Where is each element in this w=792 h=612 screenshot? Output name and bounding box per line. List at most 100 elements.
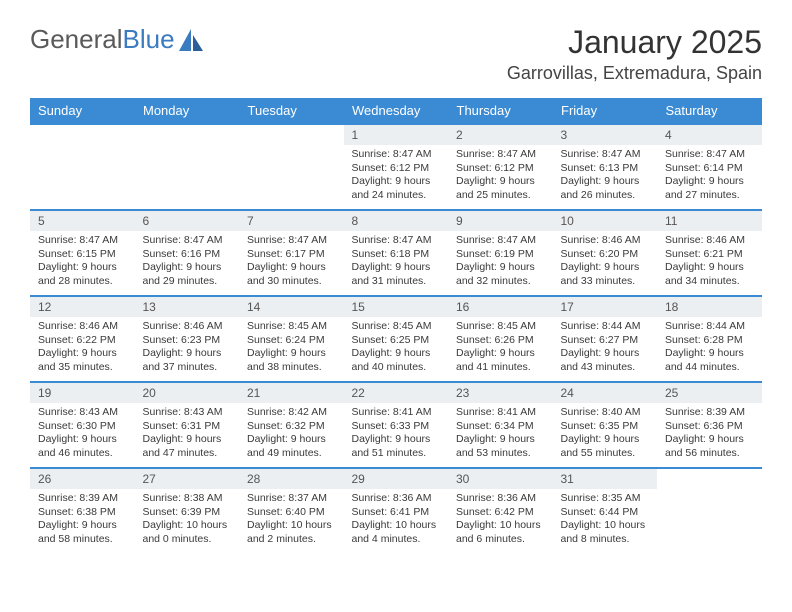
- calendar-day: 9Sunrise: 8:47 AM Sunset: 6:19 PM Daylig…: [448, 210, 553, 296]
- day-number: 9: [448, 211, 553, 231]
- calendar-day: 4Sunrise: 8:47 AM Sunset: 6:14 PM Daylig…: [657, 124, 762, 210]
- calendar-day: 25Sunrise: 8:39 AM Sunset: 6:36 PM Dayli…: [657, 382, 762, 468]
- day-number: 17: [553, 297, 658, 317]
- calendar-table: SundayMondayTuesdayWednesdayThursdayFrid…: [30, 98, 762, 554]
- day-details: Sunrise: 8:47 AM Sunset: 6:15 PM Dayligh…: [30, 231, 135, 295]
- day-number: 13: [135, 297, 240, 317]
- day-number: 27: [135, 469, 240, 489]
- weekday-header: Wednesday: [344, 98, 449, 124]
- calendar-day: 21Sunrise: 8:42 AM Sunset: 6:32 PM Dayli…: [239, 382, 344, 468]
- calendar-head: SundayMondayTuesdayWednesdayThursdayFrid…: [30, 98, 762, 124]
- day-number: 4: [657, 125, 762, 145]
- calendar-day: ..: [30, 124, 135, 210]
- day-details: Sunrise: 8:46 AM Sunset: 6:22 PM Dayligh…: [30, 317, 135, 381]
- day-details: Sunrise: 8:36 AM Sunset: 6:42 PM Dayligh…: [448, 489, 553, 553]
- day-number: 21: [239, 383, 344, 403]
- day-number: 12: [30, 297, 135, 317]
- day-details: Sunrise: 8:47 AM Sunset: 6:18 PM Dayligh…: [344, 231, 449, 295]
- calendar-day: 26Sunrise: 8:39 AM Sunset: 6:38 PM Dayli…: [30, 468, 135, 554]
- weekday-header: Sunday: [30, 98, 135, 124]
- calendar-day: 29Sunrise: 8:36 AM Sunset: 6:41 PM Dayli…: [344, 468, 449, 554]
- calendar-day: ..: [135, 124, 240, 210]
- calendar-day: 3Sunrise: 8:47 AM Sunset: 6:13 PM Daylig…: [553, 124, 658, 210]
- calendar-day: 31Sunrise: 8:35 AM Sunset: 6:44 PM Dayli…: [553, 468, 658, 554]
- day-details: Sunrise: 8:45 AM Sunset: 6:24 PM Dayligh…: [239, 317, 344, 381]
- calendar-day: 19Sunrise: 8:43 AM Sunset: 6:30 PM Dayli…: [30, 382, 135, 468]
- logo: GeneralBlue: [30, 24, 205, 55]
- day-number: 5: [30, 211, 135, 231]
- calendar-day: 1Sunrise: 8:47 AM Sunset: 6:12 PM Daylig…: [344, 124, 449, 210]
- day-details: Sunrise: 8:44 AM Sunset: 6:28 PM Dayligh…: [657, 317, 762, 381]
- day-details: Sunrise: 8:41 AM Sunset: 6:33 PM Dayligh…: [344, 403, 449, 467]
- day-details: Sunrise: 8:45 AM Sunset: 6:26 PM Dayligh…: [448, 317, 553, 381]
- day-details: Sunrise: 8:47 AM Sunset: 6:19 PM Dayligh…: [448, 231, 553, 295]
- day-number: 23: [448, 383, 553, 403]
- day-details: Sunrise: 8:43 AM Sunset: 6:30 PM Dayligh…: [30, 403, 135, 467]
- day-number: 7: [239, 211, 344, 231]
- calendar-day: 28Sunrise: 8:37 AM Sunset: 6:40 PM Dayli…: [239, 468, 344, 554]
- month-title: January 2025: [507, 24, 762, 61]
- logo-sail-icon: [179, 29, 205, 51]
- day-details: Sunrise: 8:46 AM Sunset: 6:21 PM Dayligh…: [657, 231, 762, 295]
- day-number: 15: [344, 297, 449, 317]
- day-details: Sunrise: 8:47 AM Sunset: 6:12 PM Dayligh…: [448, 145, 553, 209]
- day-number: 31: [553, 469, 658, 489]
- day-number: 14: [239, 297, 344, 317]
- calendar-day: 15Sunrise: 8:45 AM Sunset: 6:25 PM Dayli…: [344, 296, 449, 382]
- calendar-day: 2Sunrise: 8:47 AM Sunset: 6:12 PM Daylig…: [448, 124, 553, 210]
- day-details: Sunrise: 8:46 AM Sunset: 6:23 PM Dayligh…: [135, 317, 240, 381]
- day-details: Sunrise: 8:46 AM Sunset: 6:20 PM Dayligh…: [553, 231, 658, 295]
- day-details: Sunrise: 8:39 AM Sunset: 6:38 PM Dayligh…: [30, 489, 135, 553]
- day-number: 16: [448, 297, 553, 317]
- calendar-week: 5Sunrise: 8:47 AM Sunset: 6:15 PM Daylig…: [30, 210, 762, 296]
- day-number: 22: [344, 383, 449, 403]
- calendar-day: 24Sunrise: 8:40 AM Sunset: 6:35 PM Dayli…: [553, 382, 658, 468]
- calendar-day: 18Sunrise: 8:44 AM Sunset: 6:28 PM Dayli…: [657, 296, 762, 382]
- day-details: Sunrise: 8:44 AM Sunset: 6:27 PM Dayligh…: [553, 317, 658, 381]
- calendar-day: 10Sunrise: 8:46 AM Sunset: 6:20 PM Dayli…: [553, 210, 658, 296]
- title-block: January 2025 Garrovillas, Extremadura, S…: [507, 24, 762, 84]
- weekday-header: Monday: [135, 98, 240, 124]
- day-number: 8: [344, 211, 449, 231]
- weekday-header: Thursday: [448, 98, 553, 124]
- day-details: Sunrise: 8:43 AM Sunset: 6:31 PM Dayligh…: [135, 403, 240, 467]
- day-number: 20: [135, 383, 240, 403]
- day-details: Sunrise: 8:42 AM Sunset: 6:32 PM Dayligh…: [239, 403, 344, 467]
- day-number: 19: [30, 383, 135, 403]
- weekday-header: Friday: [553, 98, 658, 124]
- logo-text-2: Blue: [123, 24, 175, 55]
- day-details: Sunrise: 8:38 AM Sunset: 6:39 PM Dayligh…: [135, 489, 240, 553]
- logo-text-1: General: [30, 24, 123, 55]
- location: Garrovillas, Extremadura, Spain: [507, 63, 762, 84]
- calendar-day: 12Sunrise: 8:46 AM Sunset: 6:22 PM Dayli…: [30, 296, 135, 382]
- calendar-day: ..: [657, 468, 762, 554]
- day-number: 3: [553, 125, 658, 145]
- day-number: 28: [239, 469, 344, 489]
- day-details: Sunrise: 8:47 AM Sunset: 6:16 PM Dayligh…: [135, 231, 240, 295]
- day-details: Sunrise: 8:40 AM Sunset: 6:35 PM Dayligh…: [553, 403, 658, 467]
- day-number: 29: [344, 469, 449, 489]
- calendar-body: ......1Sunrise: 8:47 AM Sunset: 6:12 PM …: [30, 124, 762, 554]
- calendar-day: 16Sunrise: 8:45 AM Sunset: 6:26 PM Dayli…: [448, 296, 553, 382]
- weekday-header: Tuesday: [239, 98, 344, 124]
- calendar-day: 8Sunrise: 8:47 AM Sunset: 6:18 PM Daylig…: [344, 210, 449, 296]
- calendar-day: 11Sunrise: 8:46 AM Sunset: 6:21 PM Dayli…: [657, 210, 762, 296]
- calendar-day: ..: [239, 124, 344, 210]
- calendar-day: 14Sunrise: 8:45 AM Sunset: 6:24 PM Dayli…: [239, 296, 344, 382]
- day-number: 30: [448, 469, 553, 489]
- day-details: Sunrise: 8:47 AM Sunset: 6:13 PM Dayligh…: [553, 145, 658, 209]
- day-details: Sunrise: 8:36 AM Sunset: 6:41 PM Dayligh…: [344, 489, 449, 553]
- day-details: Sunrise: 8:39 AM Sunset: 6:36 PM Dayligh…: [657, 403, 762, 467]
- calendar-day: 17Sunrise: 8:44 AM Sunset: 6:27 PM Dayli…: [553, 296, 658, 382]
- day-number: 2: [448, 125, 553, 145]
- calendar-day: 27Sunrise: 8:38 AM Sunset: 6:39 PM Dayli…: [135, 468, 240, 554]
- day-details: Sunrise: 8:37 AM Sunset: 6:40 PM Dayligh…: [239, 489, 344, 553]
- day-details: Sunrise: 8:35 AM Sunset: 6:44 PM Dayligh…: [553, 489, 658, 553]
- day-number: 26: [30, 469, 135, 489]
- calendar-day: 6Sunrise: 8:47 AM Sunset: 6:16 PM Daylig…: [135, 210, 240, 296]
- weekday-header: Saturday: [657, 98, 762, 124]
- day-details: Sunrise: 8:45 AM Sunset: 6:25 PM Dayligh…: [344, 317, 449, 381]
- day-number: 18: [657, 297, 762, 317]
- day-number: 11: [657, 211, 762, 231]
- day-number: 1: [344, 125, 449, 145]
